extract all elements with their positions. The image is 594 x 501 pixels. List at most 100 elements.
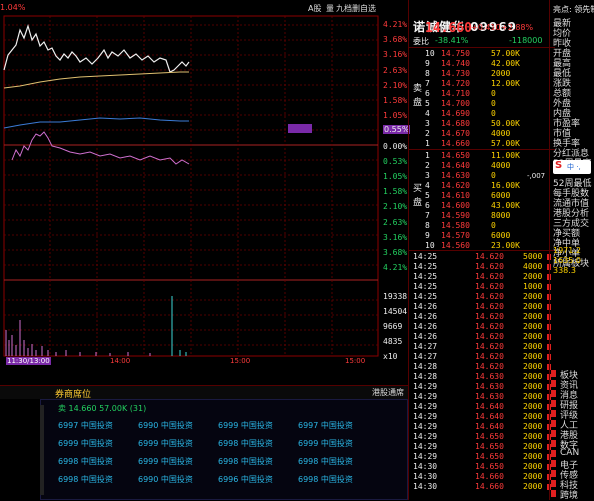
broker-header	[0, 385, 408, 399]
sector-item[interactable]: 资讯	[560, 381, 579, 391]
sector-item[interactable]: 数字	[560, 441, 579, 451]
toolbar-remove-watchlist-button[interactable]: 删自选	[352, 4, 376, 13]
broker-seat-cell[interactable]: 6999 中国投资	[138, 457, 193, 466]
tick-row: 14:29 14.640 2000	[409, 422, 555, 432]
bid-extra: -,007	[527, 172, 546, 180]
broker-seat-cell[interactable]: 6990 中国投资	[138, 421, 193, 430]
bid-row[interactable]: 6 14.600 43.00K	[409, 201, 555, 211]
pct-label: 1.05%	[383, 111, 408, 121]
bid-row[interactable]: 10 14.560 23.00K	[409, 241, 555, 251]
broker-seat-cell[interactable]: 6990 中国投资	[138, 475, 193, 484]
broker-seat-cell[interactable]: 6998 中国投资	[58, 475, 113, 484]
sector-item[interactable]: 科技	[560, 481, 579, 491]
ask-level-num: 3	[425, 119, 430, 128]
ask-row[interactable]: 6 14.710 0	[409, 89, 555, 99]
sector-item[interactable]: 人工	[560, 421, 579, 431]
tick-price: 14.620	[475, 312, 504, 321]
stats-header: 亮点: 领先制	[553, 5, 594, 14]
tick-row: 14:30 14.650 2000	[409, 462, 555, 472]
tick-row: 14:27 14.620 2000	[409, 352, 555, 362]
time-label-end: 15:00	[345, 357, 366, 365]
price-change: +0.410	[471, 23, 501, 32]
ask-row[interactable]: 1 14.660 57.00K	[409, 139, 555, 149]
sector-item[interactable]: 评级	[560, 411, 579, 421]
broker-seat-cell[interactable]: 6999 中国投资	[218, 421, 273, 430]
bid-price: 14.560	[441, 241, 470, 250]
broker-seat-cell[interactable]: 6998 中国投资	[218, 439, 273, 448]
tick-time: 14:27	[413, 352, 438, 361]
ask-row[interactable]: 3 14.680 50.00K	[409, 119, 555, 129]
tick-price: 14.620	[475, 362, 504, 371]
sector-marker-icon	[551, 410, 556, 417]
toolbar-a-shares-button[interactable]: A股	[308, 4, 322, 13]
broker-seat-cell[interactable]: 6999 中国投资	[298, 439, 353, 448]
bid-row[interactable]: 3 14.630 0	[409, 171, 555, 181]
pct-label: 1.58%	[383, 187, 408, 197]
ask-row[interactable]: 8 14.730 2000	[409, 69, 555, 79]
ask-row[interactable]: 2 14.670 4000	[409, 129, 555, 139]
ask-row[interactable]: 4 14.690 0	[409, 109, 555, 119]
ask-row[interactable]: 10 14.750 57.00K	[409, 49, 555, 59]
broker-seat-cell[interactable]: 6998 中国投资	[298, 457, 353, 466]
tick-row: 14:26 14.620 2000	[409, 332, 555, 342]
toolbar-volume-button[interactable]: 量	[326, 4, 334, 13]
tick-row: 14:25 14.620 5000	[409, 252, 555, 262]
toolbar-nine-levels-button[interactable]: 九档	[336, 4, 352, 13]
bid-row[interactable]: 1 14.650 11.00K	[409, 151, 555, 161]
sector-item[interactable]: 传感	[560, 471, 579, 481]
tick-price: 14.620	[475, 292, 504, 301]
ask-row[interactable]: 5 14.700 0	[409, 99, 555, 109]
pct-label: 3.68%	[383, 248, 408, 257]
tick-volume: 2000	[523, 332, 543, 341]
ask-volume: 57.00K	[491, 139, 520, 148]
bid-level-num: 4	[425, 181, 430, 190]
volume-label: x10	[383, 352, 398, 361]
broker-seat-cell[interactable]: 6999 中国投资	[58, 439, 113, 448]
bid-row[interactable]: 4 14.620 16.00K	[409, 181, 555, 191]
stat-label: 三方成交	[553, 219, 590, 229]
sector-item[interactable]: 消息	[560, 391, 579, 401]
broker-seat-cell[interactable]: 6998 中国投资	[298, 475, 353, 484]
tick-row: 14:28 14.630 2000	[409, 372, 555, 382]
ask-row[interactable]: 7 14.720 12.00K	[409, 79, 555, 89]
intraday-chart[interactable]: A股 量 九档 删自选 1.04% 4.21% 3.68% 3.16% 2.63% 2.…	[0, 0, 425, 365]
ratio-value: -38.41%	[435, 36, 469, 45]
broker-seat-cell[interactable]: 6998 中国投资	[218, 457, 273, 466]
tick-time: 14:29	[413, 402, 438, 411]
broker-seat-cell[interactable]: 6998 中国投资	[58, 457, 113, 466]
sector-item[interactable]: 跨境	[560, 491, 579, 501]
bid-row[interactable]: 7 14.590 8000	[409, 211, 555, 221]
time-label-1400: 14:00	[110, 357, 131, 365]
sector-item[interactable]: 电子	[560, 461, 579, 471]
volume-label: 19338	[383, 292, 408, 301]
tick-row: 14:26 14.620 2000	[409, 322, 555, 332]
bid-row[interactable]: 5 14.610 6000	[409, 191, 555, 201]
stat-label: 最高	[553, 59, 572, 69]
sector-item[interactable]: 板块	[560, 371, 579, 381]
tick-row: 14:29 14.650 2000	[409, 452, 555, 462]
ask-volume: 12.00K	[491, 79, 520, 88]
bid-row[interactable]: 2 14.640 4000	[409, 161, 555, 171]
broker-scrollbar[interactable]	[40, 405, 44, 495]
sector-item[interactable]: CAN	[560, 448, 580, 458]
tick-price: 14.620	[475, 262, 504, 271]
bid-volume: 6000	[491, 191, 511, 200]
ask-row[interactable]: 9 14.740 42.00K	[409, 59, 555, 69]
pct-label: 0.53%	[383, 156, 408, 166]
tick-row: 14:29 14.630 2000	[409, 392, 555, 402]
tick-volume: 2000	[523, 372, 543, 381]
ime-badge[interactable]: S 中 ·,	[553, 160, 591, 174]
ask-price: 14.670	[441, 129, 470, 138]
broker-seat-cell[interactable]: 6997 中国投资	[58, 421, 113, 430]
hk-connect-button[interactable]: 港股通席	[372, 388, 404, 397]
sector-item[interactable]: 港股	[560, 431, 579, 441]
broker-seat-cell[interactable]: 6997 中国投资	[298, 421, 353, 430]
bid-row[interactable]: 8 14.580 0	[409, 221, 555, 231]
tick-volume: 2000	[523, 402, 543, 411]
sector-item[interactable]: 研报	[560, 401, 579, 411]
tick-time: 14:29	[413, 382, 438, 391]
broker-seat-cell[interactable]: 6996 中国投资	[218, 475, 273, 484]
broker-seat-cell[interactable]: 6999 中国投资	[138, 439, 193, 448]
bid-row[interactable]: 9 14.570 6000	[409, 231, 555, 241]
price-change-pct: +2.88%	[501, 23, 534, 32]
